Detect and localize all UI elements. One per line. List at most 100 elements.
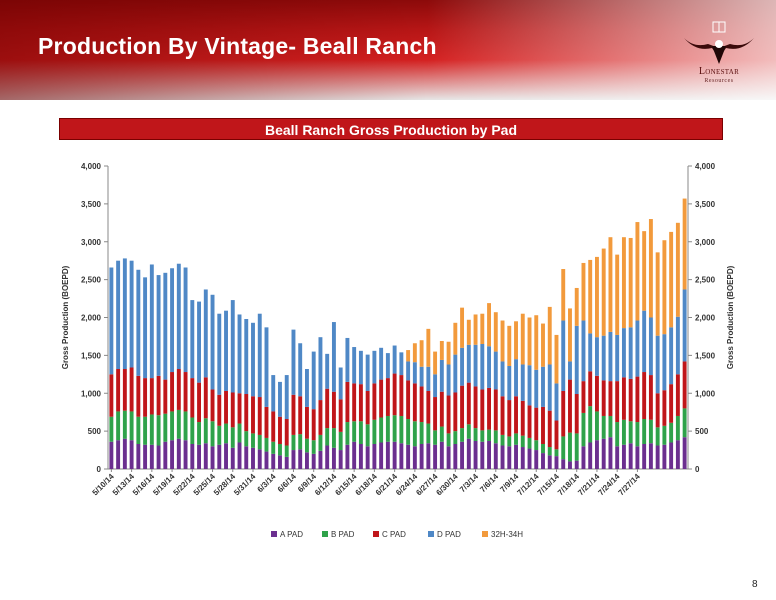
- bar-segment: [655, 445, 660, 469]
- bar-segment: [621, 419, 626, 445]
- bar-segment: [655, 335, 660, 394]
- bar-segment: [473, 440, 478, 469]
- bar-segment: [197, 444, 201, 469]
- bar-segment: [237, 442, 242, 469]
- bar-segment: [224, 310, 228, 391]
- bar-segment: [480, 389, 485, 431]
- bar-segment: [331, 322, 336, 392]
- bar-segment: [561, 436, 566, 460]
- bar-segment: [170, 440, 175, 469]
- bar-segment: [426, 366, 431, 391]
- bar-segment: [621, 444, 626, 469]
- bar-segment: [109, 416, 114, 442]
- bar-segment: [662, 240, 667, 335]
- bar-segment: [487, 429, 491, 441]
- bar-segment: [608, 237, 613, 332]
- bar-segment: [541, 453, 545, 469]
- y-tick-label-right: 2,500: [695, 276, 716, 285]
- legend-entry: B PAD: [331, 530, 355, 539]
- bar-segment: [338, 431, 343, 451]
- bar-segment: [460, 441, 465, 469]
- bar-segment: [500, 361, 505, 397]
- bar-segment: [109, 374, 114, 417]
- bar-segment: [264, 437, 269, 452]
- bar-segment: [534, 440, 539, 451]
- bar-segment: [520, 400, 525, 436]
- longhorn-logo-icon: [684, 21, 754, 64]
- bar-segment: [116, 411, 121, 441]
- bar-segment: [412, 421, 417, 447]
- bar-segment: [561, 459, 566, 469]
- bar-segment: [210, 389, 215, 422]
- legend-swatch: [271, 531, 277, 537]
- bar-segment: [143, 416, 148, 445]
- bar-segment: [385, 353, 390, 379]
- bar-segment: [291, 394, 296, 435]
- legend-swatch: [373, 531, 379, 537]
- bar-segment: [581, 412, 586, 447]
- bar-segment: [446, 364, 451, 396]
- bar-segment: [682, 289, 687, 362]
- bar-segment: [237, 423, 242, 443]
- bar-segment: [547, 306, 552, 365]
- bar-segment: [257, 313, 262, 398]
- bar-segment: [183, 411, 188, 441]
- bar-segment: [217, 394, 222, 426]
- y-axis-label-right: Gross Production (BOEPD): [726, 265, 735, 369]
- bar-segment: [109, 441, 114, 469]
- bar-segment: [406, 350, 411, 362]
- bar-segment: [460, 385, 465, 429]
- bar-segment: [406, 419, 411, 445]
- bar-segment: [433, 444, 438, 469]
- bar-segment: [534, 315, 539, 370]
- bar-segment: [244, 431, 249, 447]
- bar-segment: [419, 444, 424, 469]
- bar-segment: [358, 421, 363, 445]
- bar-segment: [669, 327, 674, 385]
- bar-segment: [278, 455, 282, 469]
- x-tick-label: 6/6/14: [276, 472, 298, 494]
- bar-segment: [534, 407, 539, 441]
- bar-segment: [595, 256, 599, 338]
- bar-segment: [190, 444, 195, 469]
- bar-segment: [628, 237, 633, 328]
- bar-segment: [224, 423, 228, 444]
- slide-title: Production By Vintage- Beall Ranch: [38, 33, 437, 59]
- bar-segment: [682, 361, 687, 409]
- bar-segment: [446, 341, 451, 365]
- bar-segment: [122, 369, 127, 411]
- bar-segment: [487, 346, 491, 388]
- bar-segment: [426, 443, 431, 469]
- bar-segment: [244, 394, 249, 432]
- bar-segment: [514, 359, 518, 397]
- bar-segment: [561, 320, 566, 391]
- bar-segment: [284, 419, 289, 446]
- bar-segment: [426, 328, 431, 367]
- bar-segment: [278, 444, 282, 456]
- y-tick-label-left: 3,500: [81, 200, 102, 209]
- bar-segment: [621, 377, 626, 420]
- bar-segment: [122, 438, 127, 469]
- bar-segment: [379, 347, 384, 380]
- bar-segment: [655, 252, 660, 336]
- bar-segment: [628, 327, 633, 379]
- bar-segment: [466, 344, 471, 383]
- y-tick-label-right: 1,500: [695, 351, 716, 360]
- bar-segment: [460, 428, 465, 442]
- bar-segment: [615, 381, 620, 423]
- bar-segment: [419, 340, 424, 367]
- bar-segment: [480, 441, 485, 469]
- bar-segment: [399, 375, 404, 416]
- bar-segment: [122, 410, 127, 439]
- bar-segment: [406, 380, 411, 419]
- y-tick-label-right: 3,500: [695, 200, 716, 209]
- bar-segment: [466, 438, 471, 469]
- bar-segment: [156, 375, 161, 416]
- bar-segment: [318, 400, 323, 435]
- bar-segment: [568, 308, 572, 362]
- bar-segment: [264, 451, 269, 469]
- bar-segment: [203, 289, 208, 378]
- bar-segment: [635, 422, 640, 447]
- bar-segment: [358, 444, 363, 469]
- y-tick-label-left: 0: [97, 465, 102, 474]
